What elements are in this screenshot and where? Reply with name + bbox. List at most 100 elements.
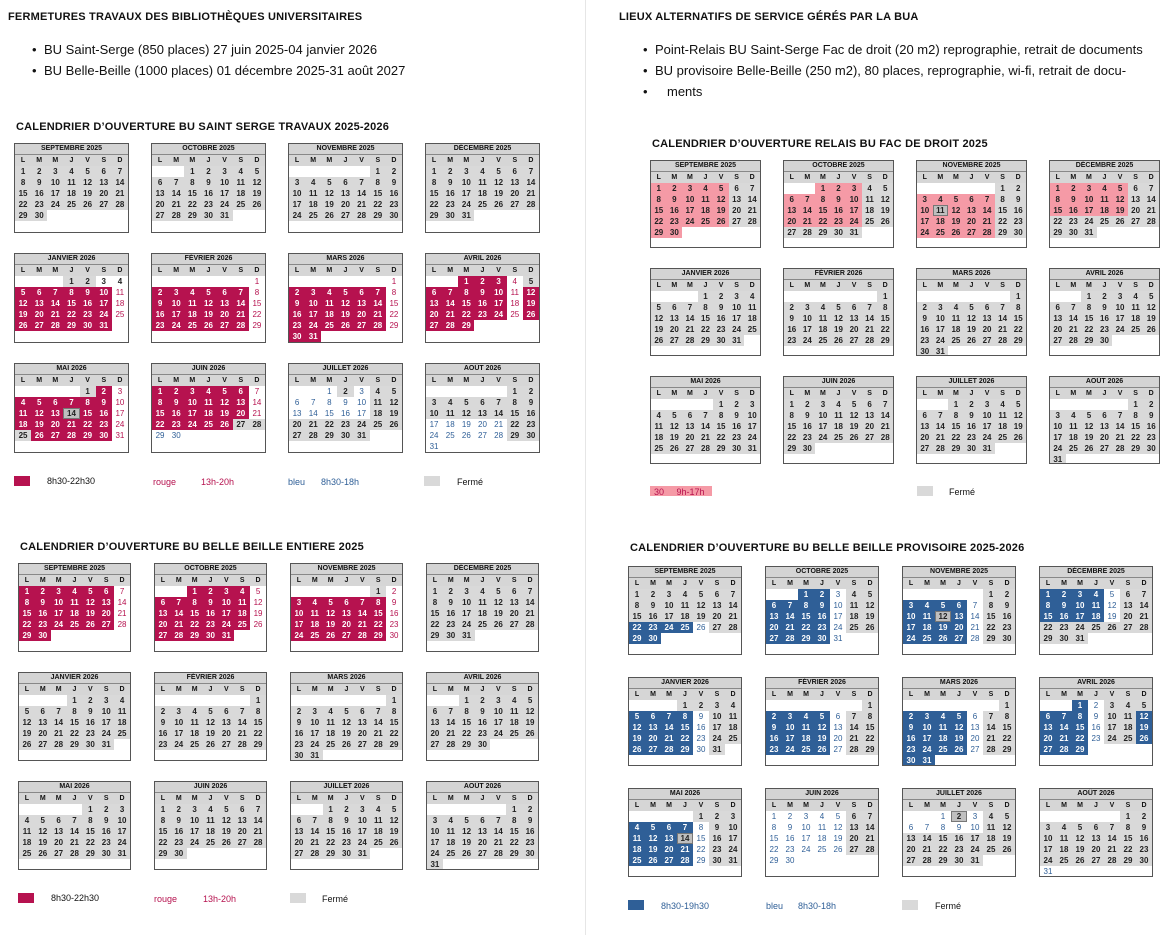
day-cell: 2 xyxy=(999,589,1015,600)
day-cell: 1 xyxy=(427,586,443,597)
day-cell: 22 xyxy=(651,216,667,227)
day-cell: 30 xyxy=(34,630,51,641)
day-cell: 20 xyxy=(353,309,370,320)
weekday-label: M xyxy=(803,802,809,809)
day-cell: 23 xyxy=(474,728,491,739)
weekday-label: M xyxy=(1086,390,1092,397)
day-cell: 2 xyxy=(155,706,171,717)
empty-day-cell xyxy=(370,695,387,706)
day-cell: 28 xyxy=(1104,855,1120,866)
day-cell: 13 xyxy=(951,611,967,622)
day-cell: 18 xyxy=(1120,722,1136,733)
weekday-label: D xyxy=(1148,282,1154,289)
month-title: MAI 2026 xyxy=(15,364,128,375)
weekday-label: S xyxy=(512,267,518,274)
day-cell: 31 xyxy=(458,630,475,641)
day-cell: 23 xyxy=(289,320,306,331)
day-cell: 15 xyxy=(697,313,714,324)
day-cell: 28 xyxy=(677,855,693,866)
weekday-label: M xyxy=(463,157,470,164)
day-cell: 29 xyxy=(766,855,782,866)
day-cell: 3 xyxy=(50,586,67,597)
empty-day-cell xyxy=(645,811,661,822)
day-cell: 24 xyxy=(782,744,798,755)
day-cell: 10 xyxy=(830,600,846,611)
weekday-label: S xyxy=(375,577,381,584)
day-cell: 24 xyxy=(426,430,443,441)
day-cell: 19 xyxy=(1112,205,1128,216)
day-cell: 22 xyxy=(250,728,266,739)
day-cell: 6 xyxy=(951,600,967,611)
day-cell: 17 xyxy=(458,188,475,199)
day-cell: 28 xyxy=(170,630,187,641)
day-cell: 5 xyxy=(846,399,862,410)
day-cell: 23 xyxy=(830,216,847,227)
day-cell: 6 xyxy=(34,706,51,717)
day-cell: 16 xyxy=(1065,205,1082,216)
day-cell: 20 xyxy=(728,205,745,216)
day-cell: 17 xyxy=(111,408,128,419)
day-cell: 9 xyxy=(1065,194,1082,205)
day-cell: 9 xyxy=(474,287,491,298)
day-cell: 28 xyxy=(994,335,1011,346)
day-cell: 21 xyxy=(744,205,760,216)
day-cell: 30 xyxy=(728,443,745,454)
empty-day-cell xyxy=(426,276,443,287)
day-cell: 30 xyxy=(522,430,539,441)
month-calendar: DÉCEMBRE 2025 L M M J V S D 1 2 3 4 5 6 7 8 9 10 11 12 13 14 1… xyxy=(425,143,540,233)
day-cell: 29 xyxy=(798,633,814,644)
day-cell: 6 xyxy=(218,706,235,717)
weekday-label: D xyxy=(528,267,534,274)
day-cell: 10 xyxy=(170,717,187,728)
day-cell: 8 xyxy=(999,711,1015,722)
day-cell: 26 xyxy=(248,199,265,210)
empty-day-cell xyxy=(799,183,816,194)
day-cell: 13 xyxy=(506,177,523,188)
weekday-label: S xyxy=(512,157,518,164)
day-cell: 20 xyxy=(830,733,846,744)
day-cell: 28 xyxy=(370,739,387,750)
empty-day-cell xyxy=(34,695,51,706)
weekday-label: S xyxy=(1133,282,1138,289)
day-cell: 18 xyxy=(19,837,35,848)
day-cell: 13 xyxy=(830,722,846,733)
day-cell: 18 xyxy=(202,826,219,837)
month-calendar: OCTOBRE 2025 L M M J V S D 1 2 3 4 5 6 7 8 9 10 11 12 13 14 15… xyxy=(154,563,267,652)
day-cell: 4 xyxy=(234,586,251,597)
day-cell: 4 xyxy=(725,700,741,711)
weekday-label: S xyxy=(1000,282,1005,289)
month-calendar: JANVIER 2026 L M M J V S D 1 2 3 4 5 6 7 8 9 10 11 12 13 14 15… xyxy=(18,672,131,761)
day-cell: 22 xyxy=(506,419,523,430)
empty-day-cell xyxy=(353,166,370,177)
weekday-label: V xyxy=(360,686,365,693)
day-cell: 6 xyxy=(506,166,523,177)
day-cell: 28 xyxy=(234,739,251,750)
day-cell: 29 xyxy=(152,430,169,441)
day-cell: 14 xyxy=(744,194,760,205)
month-title: NOVEMBRE 2025 xyxy=(903,567,1015,578)
day-cell: 25 xyxy=(651,443,667,454)
day-cell: 1 xyxy=(1081,291,1097,302)
weekday-label: J xyxy=(344,577,349,584)
empty-day-cell xyxy=(19,804,35,815)
day-cell: 9 xyxy=(82,706,99,717)
month-title: OCTOBRE 2025 xyxy=(784,161,893,172)
day-cell: 25 xyxy=(66,619,83,630)
day-cell: 7 xyxy=(1056,711,1072,722)
day-cell: 5 xyxy=(15,287,32,298)
weekday-label: M xyxy=(666,802,672,809)
day-cell: 12 xyxy=(693,600,709,611)
day-cell: 21 xyxy=(861,324,878,335)
weekday-label: V xyxy=(984,174,990,181)
day-cell: 18 xyxy=(442,419,459,430)
day-cell: 8 xyxy=(19,597,35,608)
day-cell: 5 xyxy=(248,166,265,177)
weekday-label: M xyxy=(463,795,470,802)
month-title: JUIN 2026 xyxy=(152,364,265,375)
day-cell: 3 xyxy=(846,183,862,194)
day-cell: 29 xyxy=(369,210,386,221)
day-cell: 26 xyxy=(337,320,354,331)
day-cell: 18 xyxy=(677,611,693,622)
